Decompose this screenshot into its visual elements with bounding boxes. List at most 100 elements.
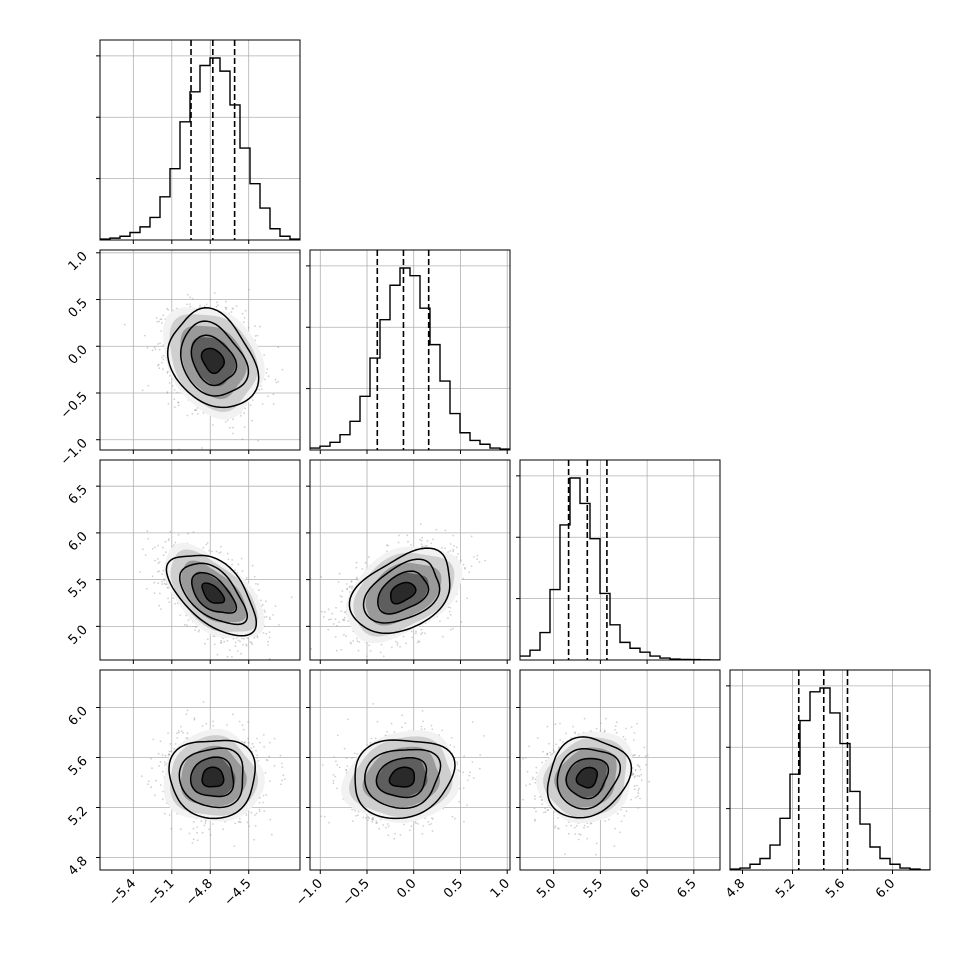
- sample-point: [155, 317, 158, 319]
- sample-point: [338, 572, 341, 575]
- sample-point: [449, 606, 452, 609]
- sample-point: [421, 545, 424, 548]
- sample-point: [237, 639, 240, 642]
- sample-point: [240, 652, 243, 655]
- sample-point: [221, 637, 224, 640]
- sample-point: [327, 628, 330, 631]
- scatter-panel-3-1: 5.05.56.06.5: [66, 459, 301, 664]
- sample-point: [162, 368, 164, 370]
- sample-point: [268, 636, 271, 639]
- sample-point: [235, 637, 238, 639]
- sample-point: [254, 335, 257, 337]
- sample-point: [476, 558, 478, 560]
- sample-point: [257, 439, 259, 442]
- sample-point: [334, 618, 337, 620]
- sample-point: [162, 569, 165, 572]
- sample-point: [281, 368, 284, 371]
- sample-point: [274, 378, 277, 381]
- sample-point: [225, 308, 228, 311]
- sample-point: [173, 398, 176, 401]
- sample-point: [241, 637, 243, 640]
- sample-point: [343, 618, 346, 621]
- sample-point: [357, 649, 360, 652]
- scatter-panel-3-1-frame: [99, 459, 301, 661]
- sample-point: [421, 546, 423, 548]
- sample-point: [261, 603, 264, 606]
- sample-point: [457, 553, 459, 555]
- sample-point: [251, 399, 254, 401]
- sample-point: [290, 596, 293, 599]
- sample-point: [391, 646, 393, 649]
- sample-point: [163, 579, 166, 582]
- sample-point: [205, 303, 208, 306]
- sample-point: [191, 412, 194, 415]
- sample-point: [151, 575, 154, 578]
- sample-point: [355, 561, 358, 564]
- sample-point: [157, 544, 160, 547]
- sample-point: [226, 655, 229, 658]
- sample-point: [420, 539, 423, 542]
- sample-point: [272, 614, 275, 616]
- sample-point: [396, 644, 399, 646]
- sample-point: [162, 358, 165, 361]
- sample-point: [158, 320, 161, 323]
- sample-point: [231, 308, 234, 310]
- sample-point: [213, 643, 216, 646]
- scatter-panel-3-1-ytick-label-0: 5.0: [66, 623, 91, 648]
- sample-point: [166, 370, 169, 373]
- sample-point: [174, 602, 177, 605]
- sample-point: [245, 643, 248, 646]
- scatter-panel-2-1-frame: [99, 249, 301, 451]
- sample-point: [342, 619, 345, 622]
- sample-point: [177, 404, 180, 407]
- sample-point: [159, 318, 162, 320]
- histogram-4-xtick-label-3: 6.0: [873, 876, 898, 901]
- sample-point: [278, 624, 280, 626]
- sample-point: [447, 551, 449, 553]
- sample-point: [203, 305, 206, 307]
- sample-point: [256, 334, 259, 337]
- sample-point: [226, 639, 229, 642]
- sample-point: [167, 309, 170, 311]
- sample-point: [453, 544, 455, 547]
- sample-point: [421, 546, 423, 549]
- sample-point: [397, 541, 400, 544]
- sample-point: [224, 420, 227, 423]
- sample-point: [123, 323, 126, 326]
- sample-point: [234, 641, 237, 644]
- sample-point: [411, 636, 414, 639]
- sample-point: [166, 392, 169, 394]
- sample-point: [167, 597, 169, 600]
- sample-point: [447, 617, 449, 619]
- sample-point: [163, 578, 165, 581]
- sample-point: [247, 288, 250, 291]
- histogram-2: [306, 249, 511, 454]
- sample-point: [250, 641, 253, 644]
- sample-point: [345, 635, 347, 638]
- sample-point: [191, 298, 194, 300]
- sample-point: [240, 557, 243, 560]
- sample-point: [177, 401, 180, 404]
- sample-point: [243, 426, 246, 428]
- sample-point: [449, 628, 452, 631]
- sample-point: [402, 635, 405, 638]
- sample-point: [267, 644, 270, 646]
- sample-point: [478, 561, 481, 563]
- histogram-1-steps: [100, 57, 300, 240]
- sample-point: [245, 644, 248, 647]
- sample-point: [426, 540, 429, 542]
- sample-point: [169, 530, 172, 533]
- sample-point: [242, 643, 245, 646]
- sample-point: [355, 566, 358, 569]
- sample-point: [220, 551, 222, 554]
- sample-point: [365, 655, 368, 658]
- sample-point: [275, 381, 278, 384]
- sample-point: [322, 616, 325, 618]
- sample-point: [157, 363, 160, 366]
- sample-point: [160, 318, 163, 321]
- sample-point: [204, 642, 206, 645]
- sample-point: [154, 559, 156, 562]
- sample-point: [256, 636, 259, 639]
- sample-point: [162, 314, 164, 317]
- sample-point: [157, 364, 159, 367]
